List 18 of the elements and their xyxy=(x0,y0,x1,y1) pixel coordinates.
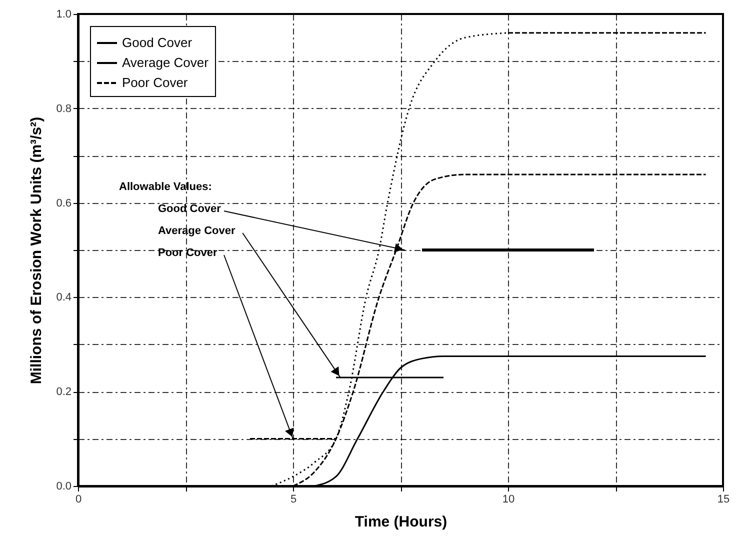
y-tick-label: 0.0 xyxy=(56,480,72,492)
x-tick-label: 10 xyxy=(502,494,515,506)
y-tick-label: 0.2 xyxy=(56,386,72,398)
annotation: Allowable Values: xyxy=(119,181,212,193)
y-tick-label: 0.4 xyxy=(56,292,72,304)
legend-label: Average Cover xyxy=(122,55,210,70)
x-tick-label: 15 xyxy=(717,494,730,506)
legend-label: Good Cover xyxy=(122,35,193,50)
legend-label: Poor Cover xyxy=(122,75,188,90)
y-tick-label: 0.6 xyxy=(56,197,72,210)
y-axis-title: Millions of Erosion Work Units (m³/s²) xyxy=(28,116,46,384)
y-tick-label: 0.8 xyxy=(56,102,72,115)
x-axis-title: Time (Hours) xyxy=(354,514,448,530)
annotation: Average Cover xyxy=(158,225,236,237)
y-tick-label: 1.0 xyxy=(56,8,72,20)
x-tick-label: 5 xyxy=(290,494,297,506)
annotation: Good Cover xyxy=(158,203,222,215)
x-tick-label: 0 xyxy=(75,494,82,506)
